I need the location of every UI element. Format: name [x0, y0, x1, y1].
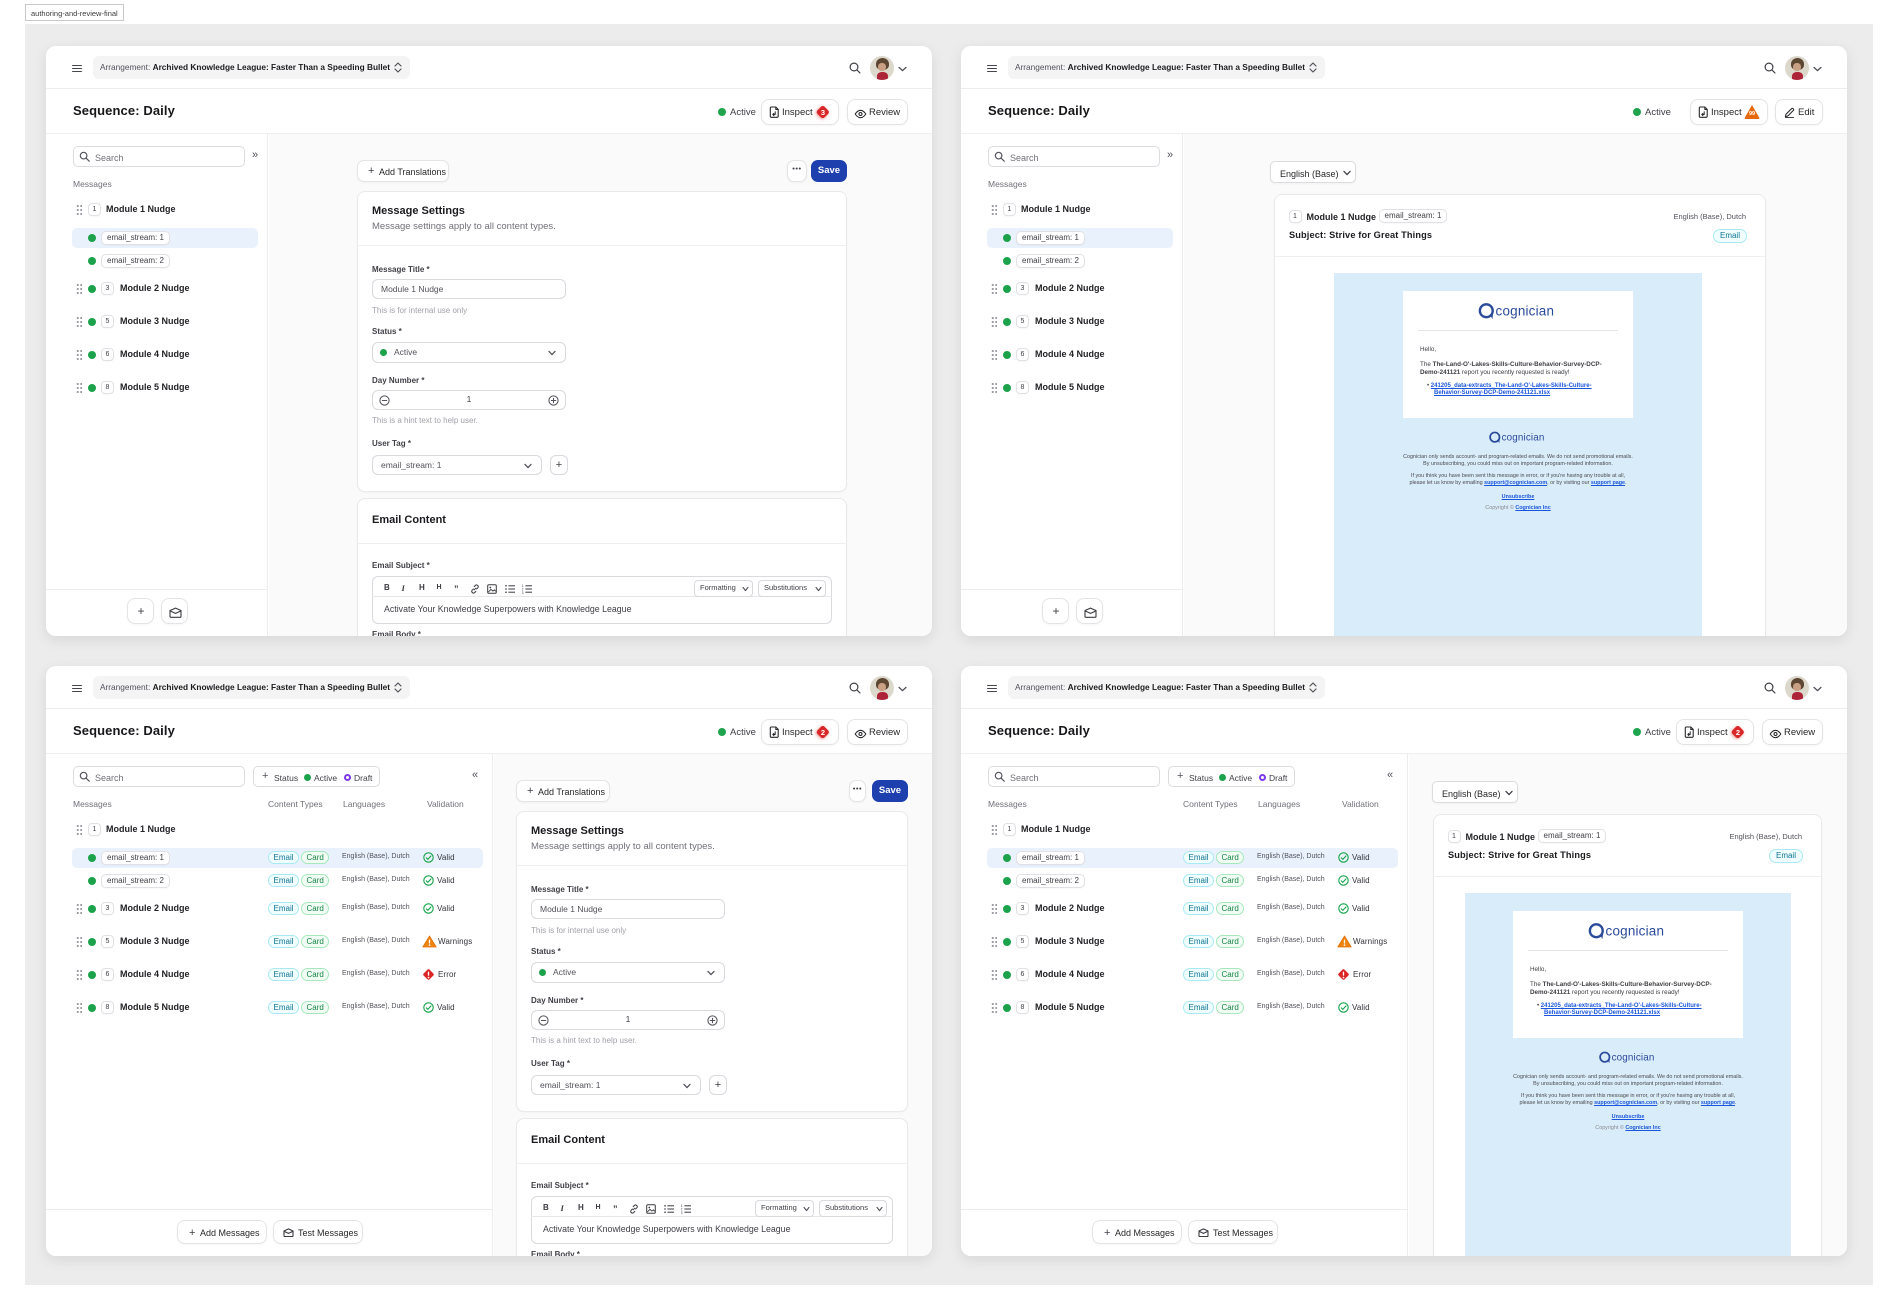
svg-text:2: 2	[522, 587, 524, 591]
svg-text:1: 1	[681, 1204, 683, 1208]
svg-text:cognician: cognician	[1502, 433, 1545, 444]
svg-text:cognician: cognician	[1606, 923, 1665, 938]
svg-text:3: 3	[522, 591, 524, 594]
svg-text:2: 2	[681, 1207, 683, 1211]
svg-text:cognician: cognician	[1496, 303, 1555, 318]
svg-text:3: 3	[681, 1211, 683, 1214]
svg-text:1: 1	[522, 584, 524, 588]
svg-text:cognician: cognician	[1612, 1053, 1655, 1064]
